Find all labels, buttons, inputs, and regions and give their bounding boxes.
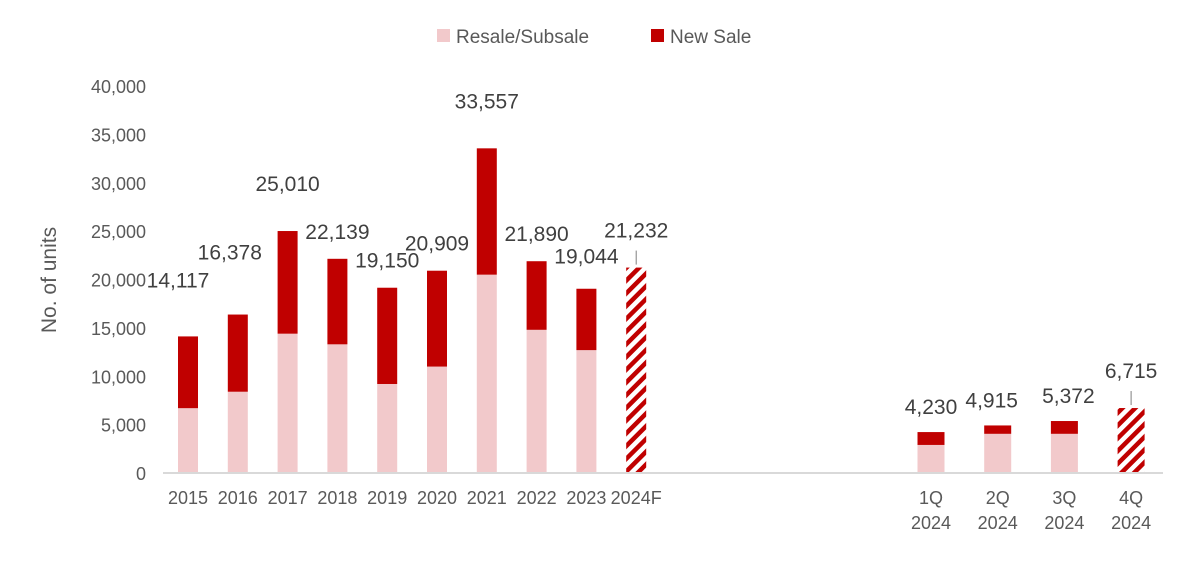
x-tick-label: 2018 xyxy=(317,488,357,508)
legend-swatch-resale xyxy=(437,29,450,42)
x-tick-label: 2024 xyxy=(1044,513,1084,533)
x-tick-label: 2023 xyxy=(566,488,606,508)
x-tick-label: 2024 xyxy=(911,513,951,533)
data-label: 19,150 xyxy=(355,250,419,273)
bar-forecast xyxy=(1117,408,1145,473)
data-label: 33,557 xyxy=(455,90,519,113)
x-tick-label: 2Q xyxy=(986,488,1010,508)
x-tick-label: 2024F xyxy=(611,488,662,508)
data-label: 14,117 xyxy=(147,269,210,292)
bar-new-sale xyxy=(984,425,1012,434)
x-tick-label: 2019 xyxy=(367,488,407,508)
data-label: 6,715 xyxy=(1105,360,1158,383)
y-tick-label: 5,000 xyxy=(101,416,146,436)
data-label: 22,139 xyxy=(305,221,369,244)
bar-new-sale xyxy=(1050,421,1078,434)
bar-resale xyxy=(427,366,447,473)
x-tick-label: 2021 xyxy=(467,488,507,508)
bar-resale xyxy=(377,383,398,473)
data-label: 5,372 xyxy=(1042,385,1095,408)
x-tick-label: 2024 xyxy=(1111,513,1151,533)
data-label: 25,010 xyxy=(255,173,319,196)
legend-label-resale: Resale/Subsale xyxy=(456,27,589,48)
data-label: 4,230 xyxy=(905,396,958,419)
bar-new-sale xyxy=(377,287,398,384)
data-label: 20,909 xyxy=(405,233,469,256)
bar-new-sale xyxy=(917,432,945,445)
x-tick-label: 1Q xyxy=(919,488,943,508)
bar-resale xyxy=(178,408,198,473)
bar-resale xyxy=(227,391,248,473)
bar-new-sale xyxy=(327,258,348,345)
y-tick-label: 15,000 xyxy=(91,319,146,339)
y-axis-label: No. of units xyxy=(38,227,61,333)
x-tick-label: 2020 xyxy=(417,488,457,508)
data-label: 21,890 xyxy=(504,223,568,246)
y-tick-label: 25,000 xyxy=(91,222,146,242)
y-tick-label: 10,000 xyxy=(91,367,146,387)
data-label: 19,044 xyxy=(554,246,619,269)
bar-resale xyxy=(327,344,348,473)
y-tick-label: 40,000 xyxy=(91,77,146,97)
legend: Resale/Subsale New Sale xyxy=(437,27,751,48)
x-tick-label: 2015 xyxy=(168,488,208,508)
x-tick-label: 4Q xyxy=(1119,488,1143,508)
bar-resale xyxy=(917,444,945,473)
bar-new-sale xyxy=(178,336,198,409)
x-axis: 2015 2016 2017 2018 2019 2020 2021 2022 2023 2024… xyxy=(163,472,1163,533)
legend-swatch-new-sale xyxy=(651,29,664,42)
x-tick-label: 2017 xyxy=(268,488,308,508)
bar-new-sale xyxy=(277,231,298,334)
bar-resale xyxy=(476,274,497,473)
bar-resale xyxy=(1050,433,1078,473)
bar-resale xyxy=(277,333,298,473)
bar-new-sale xyxy=(576,288,597,351)
data-label: 16,378 xyxy=(198,242,262,265)
y-axis: 0 5,000 10,000 15,000 20,000 25,000 30,000 35,0… xyxy=(38,77,146,484)
bar-new-sale xyxy=(526,261,547,330)
bar-resale xyxy=(526,329,547,473)
bar-new-sale xyxy=(227,314,248,392)
y-tick-label: 0 xyxy=(136,464,146,484)
y-tick-label: 35,000 xyxy=(91,125,146,145)
y-tick-label: 20,000 xyxy=(91,271,146,291)
data-label: 4,915 xyxy=(965,389,1018,412)
x-tick-label: 2022 xyxy=(517,488,557,508)
x-tick-label: 2024 xyxy=(978,513,1018,533)
bar-resale xyxy=(576,350,597,473)
bar-forecast xyxy=(626,267,647,473)
x-tick-label: 3Q xyxy=(1052,488,1076,508)
bar-new-sale xyxy=(476,148,497,275)
legend-label-new-sale: New Sale xyxy=(670,27,751,48)
data-label: 21,232 xyxy=(604,220,668,243)
bar-resale xyxy=(984,433,1012,473)
x-tick-label: 2016 xyxy=(218,488,258,508)
y-tick-label: 30,000 xyxy=(91,174,146,194)
bar-new-sale xyxy=(427,270,447,367)
